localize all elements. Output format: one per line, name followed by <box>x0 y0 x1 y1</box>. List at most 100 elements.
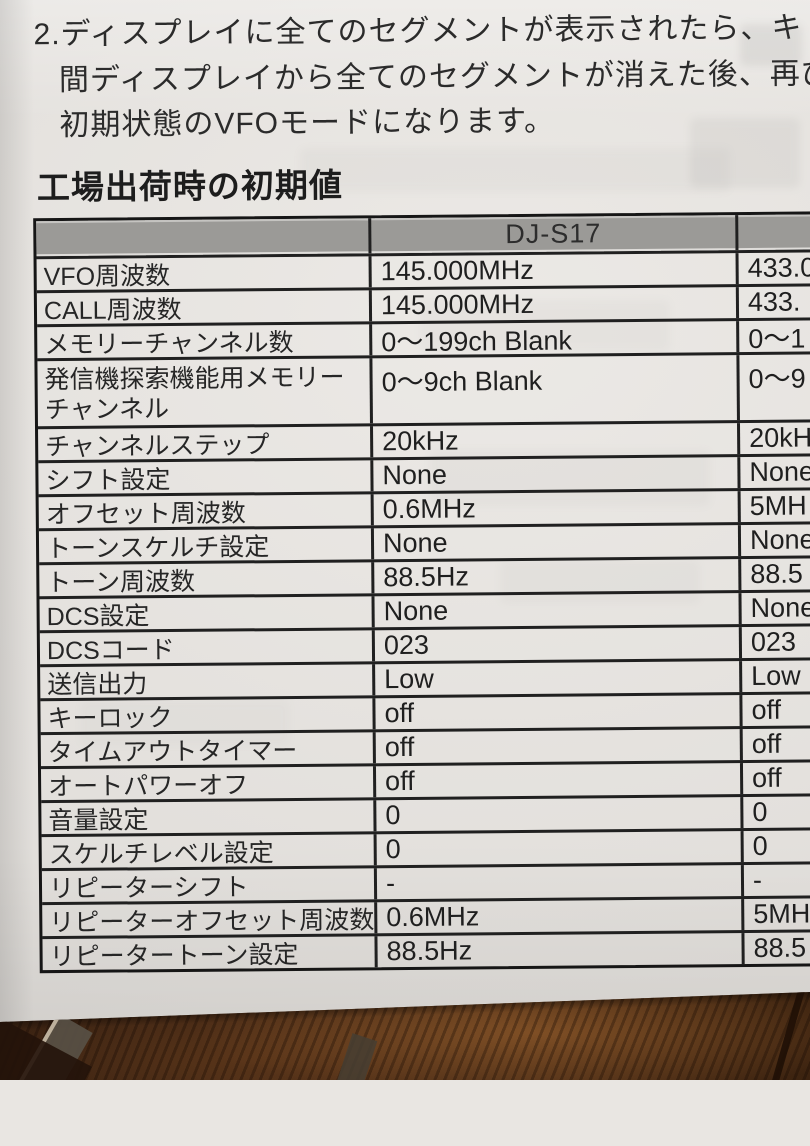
value-cell-right: None <box>738 590 810 625</box>
value: 5MH <box>753 898 810 929</box>
value: - <box>385 868 396 899</box>
table-header-row: DJ-S17 <box>36 212 810 257</box>
row-label-cell: リピーターオフセット周波数 <box>42 902 374 936</box>
value-cell-right: 0〜9 <box>736 352 810 421</box>
row-label-cell: DCSコード <box>40 630 372 665</box>
row-label-cell: トーン周波数 <box>39 562 371 596</box>
value: None <box>382 527 448 559</box>
value: 145.000MHz <box>380 288 535 321</box>
row-label: シフト設定 <box>45 465 171 495</box>
row-label: 送信出力 <box>47 669 148 699</box>
row-label-cell: シフト設定 <box>38 460 370 495</box>
header-cell-right <box>735 212 810 251</box>
value-cell-right: 433.0 <box>735 250 810 285</box>
value-cell-right: off <box>739 726 810 761</box>
header-cell-dj-s17: DJ-S17 <box>368 215 736 254</box>
row-label: トーンスケルチ設定 <box>45 532 270 563</box>
header-label: DJ-S17 <box>505 218 602 250</box>
row-label-cell: 音量設定 <box>41 800 373 834</box>
value-cell-right: 0〜1 <box>736 318 810 353</box>
value-cell-right: 88.5 <box>738 556 810 591</box>
value: 0 <box>752 796 768 827</box>
value: 0 <box>752 830 768 861</box>
row-label-cell: トーンスケルチ設定 <box>39 528 371 563</box>
value-cell-right: 5MH <box>737 488 810 523</box>
row-label-cell: メモリーチャンネル数 <box>37 324 369 358</box>
value: 0〜9ch Blank <box>381 365 543 398</box>
value: 0〜1 <box>748 323 806 353</box>
row-label-cell: VFO周波数 <box>37 256 369 291</box>
value-cell: 145.000MHz <box>368 253 736 288</box>
row-label: DCSコード <box>46 635 175 665</box>
value: Low <box>751 660 801 691</box>
value-cell: 0〜199ch Blank <box>369 321 737 356</box>
row-label: メモリーチャンネル数 <box>44 328 294 359</box>
row-label: オフセット周波数 <box>45 498 246 529</box>
factory-defaults-table: DJ-S17 VFO周波数 145.000MHz 433.0 CALL周波数 1… <box>33 209 810 974</box>
value: off <box>751 728 782 759</box>
paragraph-line: 2.ディスプレイに全てのセグメントが表示されたら、キ <box>33 11 803 52</box>
value: 0 <box>385 800 401 831</box>
row-label: リピーターシフト <box>48 872 249 903</box>
row-label-cell: キーロック <box>40 698 372 733</box>
value-cell-right: 20kH <box>736 420 810 455</box>
row-label-cell: タイムアウトタイマー <box>41 732 373 766</box>
value-cell-right: 88.5 <box>741 930 810 965</box>
row-label-cell: オフセット周波数 <box>39 494 371 528</box>
manual-page-photo: { "page": { "paragraph_lines": [ "2.ディスプ… <box>0 0 810 1080</box>
row-label: トーン周波数 <box>46 567 196 597</box>
value-cell: 0.6MHz <box>374 899 742 934</box>
value-cell: off <box>372 695 740 730</box>
value-cell: 88.5Hz <box>371 559 739 594</box>
value-cell: Low <box>372 661 740 696</box>
row-label: DCS設定 <box>46 601 150 631</box>
row-label-cell: オートパワーオフ <box>41 766 373 800</box>
value-cell-right: Low <box>739 658 810 693</box>
value-cell: 023 <box>371 627 740 662</box>
value: None <box>382 459 448 491</box>
table-row: 発信機探索機能用メモリー チャンネル 0〜9ch Blank 0〜9 <box>37 349 810 427</box>
value-cell: None <box>370 457 738 492</box>
value-cell-right: - <box>740 862 810 897</box>
value-cell-right: 023 <box>738 624 810 659</box>
value: 88.5 <box>753 932 807 963</box>
value: 5MH <box>749 490 807 521</box>
value: 88.5 <box>750 558 804 589</box>
value-cell: - <box>373 865 742 900</box>
row-label: リピーターオフセット周波数 <box>49 905 375 937</box>
value-cell-right: off <box>739 760 810 795</box>
section-heading: 工場出荷時の初期値 <box>36 166 344 207</box>
value: None <box>750 592 810 623</box>
value-cell: off <box>372 763 741 798</box>
value: 433. <box>747 286 801 317</box>
value-cell: None <box>371 593 739 628</box>
row-label: CALL周波数 <box>43 295 182 325</box>
value: 20kHz <box>382 425 459 457</box>
value: off <box>384 697 415 729</box>
value-cell: 0 <box>373 797 741 832</box>
value-cell: 20kHz <box>370 423 738 458</box>
value: 0.6MHz <box>386 901 480 933</box>
header-cell-blank <box>36 218 369 257</box>
value: 88.5Hz <box>386 935 473 967</box>
row-label-cell: スケルチレベル設定 <box>42 834 374 869</box>
value-cell-right: 433. <box>735 284 810 319</box>
row-label: タイムアウトタイマー <box>47 736 298 767</box>
row-label: 発信機探索機能用メモリー チャンネル <box>44 363 345 425</box>
row-label: キーロック <box>47 703 173 733</box>
row-label: オートパワーオフ <box>48 770 249 801</box>
paragraph-line: 間ディスプレイから全てのセグメントが消えた後、再び <box>58 57 810 98</box>
value: Low <box>384 663 434 695</box>
value-cell: None <box>370 525 739 560</box>
value: off <box>384 765 415 797</box>
value-cell: 88.5Hz <box>374 933 742 968</box>
value: None <box>749 524 810 555</box>
value: 023 <box>383 629 430 661</box>
value-cell-right: None <box>737 522 810 557</box>
row-label-cell: CALL周波数 <box>37 290 369 324</box>
value: 0 <box>385 834 401 865</box>
value: off <box>384 731 415 763</box>
row-label-cell: 送信出力 <box>40 664 372 698</box>
row-label-cell: チャンネルステップ <box>38 426 370 461</box>
row-label: スケルチレベル設定 <box>48 838 274 869</box>
